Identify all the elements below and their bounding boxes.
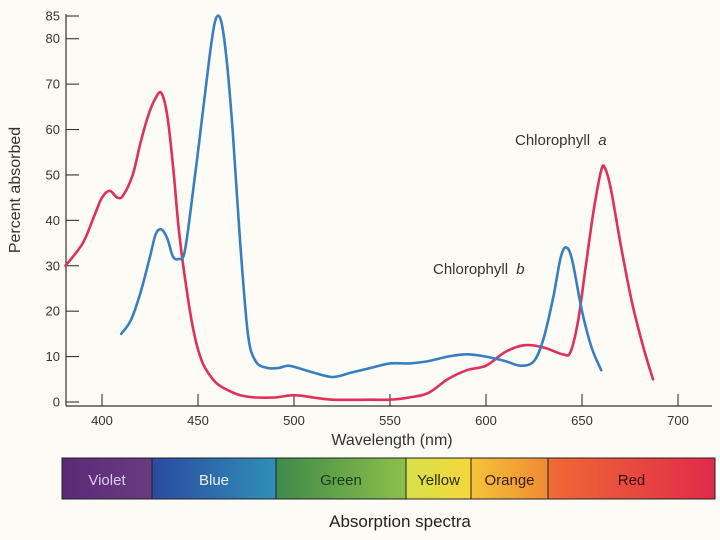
series-label-a-suffix: a — [598, 132, 606, 149]
series-label-a-prefix: Chlorophyll — [515, 132, 590, 149]
spectrum-band-blue — [151, 457, 277, 500]
spectrum-band-violet — [61, 457, 153, 500]
y-tick-label: 30 — [46, 258, 60, 273]
y-tick-label: 40 — [46, 213, 60, 228]
series-layer — [64, 14, 655, 402]
spectrum-band-label: Blue — [199, 472, 229, 489]
series-label-chlorophyll-a: Chlorophyll a — [515, 132, 607, 149]
x-tick-label: 700 — [667, 413, 689, 428]
x-tick-label: 500 — [283, 413, 305, 428]
y-tick-label: 50 — [46, 167, 60, 182]
x-tick-label: 450 — [187, 413, 209, 428]
y-axis-ticks: 0 10 20 30 40 50 60 70 80 85 — [46, 9, 79, 410]
series-label-b-suffix: b — [516, 261, 524, 278]
spectrum-band-label: Green — [320, 472, 362, 489]
x-tick-label: 650 — [571, 413, 593, 428]
x-axis-ticks: 400 450 500 550 600 650 700 — [91, 394, 689, 428]
y-tick-label: 70 — [46, 77, 60, 92]
x-tick-label: 550 — [379, 413, 401, 428]
y-tick-label: 20 — [46, 304, 60, 319]
spectrum-band-orange — [470, 457, 549, 500]
color-spectrum-bar: Violet Blue Green Yellow Orange Red — [61, 457, 716, 500]
spectrum-band-label: Yellow — [417, 472, 460, 489]
y-tick-label: 0 — [53, 395, 60, 410]
x-tick-label: 400 — [91, 413, 113, 428]
series-line-chlorophyll-b — [119, 14, 603, 379]
y-tick-label: 85 — [46, 9, 60, 24]
y-axis-title: Percent absorbed — [7, 127, 24, 253]
y-tick-label: 10 — [46, 349, 60, 364]
spectrum-band-label: Red — [618, 472, 646, 489]
x-axis-title: Wavelength (nm) — [331, 432, 452, 449]
chart-caption: Absorption spectra — [329, 512, 471, 531]
spectrum-band-label: Orange — [484, 472, 534, 489]
series-label-b-prefix: Chlorophyll — [433, 261, 508, 278]
spectrum-band-label: Violet — [88, 472, 126, 489]
y-tick-label: 80 — [46, 31, 60, 46]
y-tick-label: 60 — [46, 122, 60, 137]
x-tick-label: 600 — [475, 413, 497, 428]
spectrum-band-red — [547, 457, 716, 500]
series-label-chlorophyll-b: Chlorophyll b — [433, 261, 525, 278]
spectrum-band-yellow — [405, 457, 472, 500]
series-line-chlorophyll-a — [64, 90, 655, 402]
